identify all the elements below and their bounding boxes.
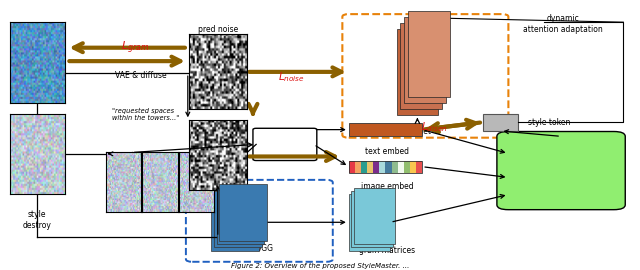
Bar (380, 161, 385, 173)
Text: latent noise: latent noise (195, 122, 241, 131)
Bar (373, 161, 380, 173)
Text: gram matrices: gram matrices (359, 245, 415, 255)
Text: dynamic
attention adaptation: dynamic attention adaptation (523, 14, 602, 33)
Text: pred noise: pred noise (198, 25, 238, 34)
Text: style
destroy: style destroy (22, 210, 52, 230)
Bar (361, 161, 367, 173)
Bar (483, 113, 518, 131)
Text: text embed: text embed (365, 147, 409, 156)
Bar (349, 161, 422, 173)
Bar (351, 191, 393, 247)
Text: multi-source
style embedder: multi-source style embedder (524, 159, 598, 178)
Bar (211, 194, 259, 251)
Bar (410, 161, 416, 173)
Text: CLIP: CLIP (274, 140, 296, 149)
Bar (355, 161, 361, 173)
Bar (349, 161, 355, 173)
Text: VAE & diffuse: VAE & diffuse (115, 71, 167, 80)
Bar (385, 161, 392, 173)
Text: VGG: VGG (257, 244, 274, 253)
Bar (397, 161, 404, 173)
Text: $\mathit{L}_{disen}$: $\mathit{L}_{disen}$ (421, 121, 447, 134)
Bar (392, 161, 397, 173)
FancyBboxPatch shape (253, 128, 317, 161)
Text: $\mathit{L}_{noise}$: $\mathit{L}_{noise}$ (278, 70, 305, 84)
Bar (216, 188, 264, 244)
Text: image embed: image embed (361, 182, 413, 191)
Bar (349, 194, 390, 251)
Bar (214, 191, 262, 247)
Bar (404, 161, 410, 173)
Text: "requested spaces
within the towers...": "requested spaces within the towers..." (113, 108, 180, 121)
Bar (404, 17, 446, 103)
Bar (416, 161, 422, 173)
Bar (354, 188, 396, 244)
Bar (219, 184, 267, 241)
Bar (397, 29, 438, 115)
Bar (408, 11, 450, 97)
Bar (349, 123, 422, 136)
Bar (367, 161, 373, 173)
Text: Figure 2: Overview of the proposed StyleMaster. ...: Figure 2: Overview of the proposed Style… (231, 263, 409, 269)
Bar (401, 23, 442, 109)
Text: style token: style token (527, 118, 570, 127)
FancyBboxPatch shape (497, 131, 625, 210)
Text: UNet: UNet (413, 127, 431, 136)
Text: $\mathit{L}_{gram}$: $\mathit{L}_{gram}$ (121, 39, 149, 56)
